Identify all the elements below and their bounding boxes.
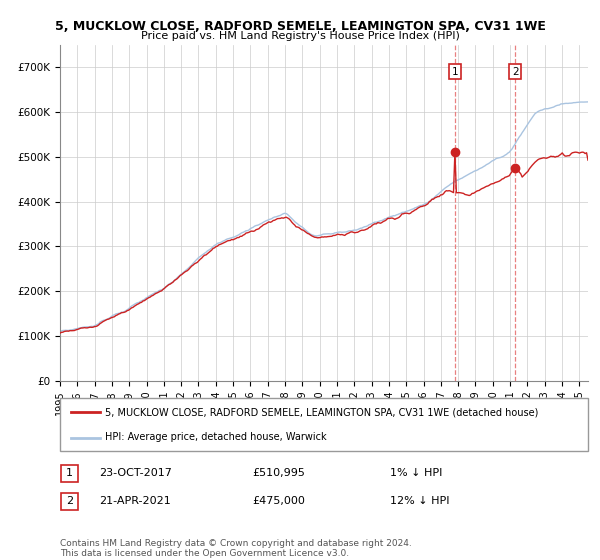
Text: 5, MUCKLOW CLOSE, RADFORD SEMELE, LEAMINGTON SPA, CV31 1WE (detached house): 5, MUCKLOW CLOSE, RADFORD SEMELE, LEAMIN… [105, 408, 538, 418]
Text: 5, MUCKLOW CLOSE, RADFORD SEMELE, LEAMINGTON SPA, CV31 1WE: 5, MUCKLOW CLOSE, RADFORD SEMELE, LEAMIN… [55, 20, 545, 32]
Text: 1: 1 [66, 469, 73, 478]
Text: 23-OCT-2017: 23-OCT-2017 [99, 468, 172, 478]
Text: £475,000: £475,000 [252, 496, 305, 506]
Text: £510,995: £510,995 [252, 468, 305, 478]
Text: 2: 2 [512, 67, 518, 77]
Text: 1: 1 [452, 67, 458, 77]
Text: 21-APR-2021: 21-APR-2021 [99, 496, 171, 506]
Text: 1% ↓ HPI: 1% ↓ HPI [390, 468, 442, 478]
Text: 12% ↓ HPI: 12% ↓ HPI [390, 496, 449, 506]
Text: HPI: Average price, detached house, Warwick: HPI: Average price, detached house, Warw… [105, 432, 326, 442]
Text: Contains HM Land Registry data © Crown copyright and database right 2024.
This d: Contains HM Land Registry data © Crown c… [60, 539, 412, 558]
Text: Price paid vs. HM Land Registry's House Price Index (HPI): Price paid vs. HM Land Registry's House … [140, 31, 460, 41]
Text: 2: 2 [66, 497, 73, 506]
